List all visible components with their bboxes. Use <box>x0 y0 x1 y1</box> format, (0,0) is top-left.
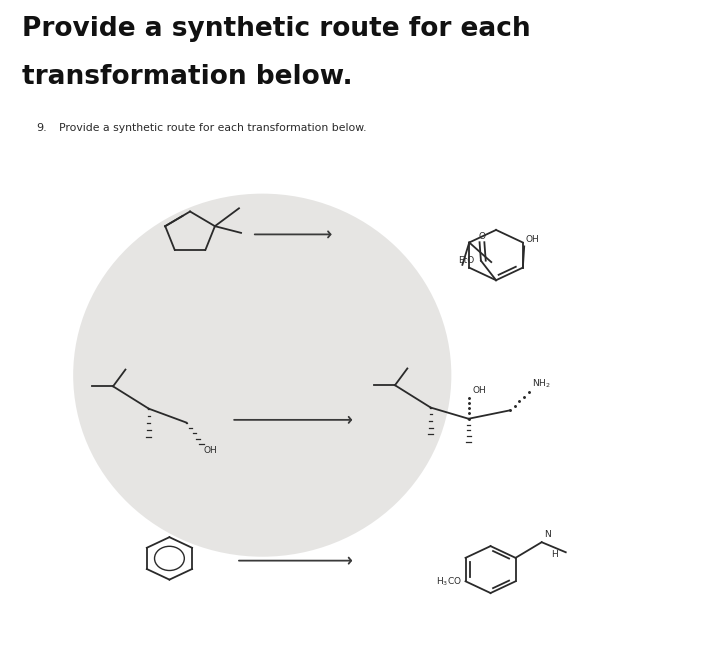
Text: OH: OH <box>472 386 487 395</box>
Text: OH: OH <box>526 235 539 244</box>
Text: Provide a synthetic route for each transformation below.: Provide a synthetic route for each trans… <box>60 122 367 132</box>
Text: 9.: 9. <box>37 122 48 132</box>
Text: transformation below.: transformation below. <box>22 64 352 90</box>
Text: OH: OH <box>204 446 217 455</box>
Text: H$_3$CO: H$_3$CO <box>436 575 462 587</box>
Ellipse shape <box>73 193 451 557</box>
Text: Provide a synthetic route for each: Provide a synthetic route for each <box>22 15 530 41</box>
Text: H: H <box>552 550 558 559</box>
Text: NH$_2$: NH$_2$ <box>532 377 550 390</box>
Text: EtO: EtO <box>458 256 474 265</box>
Text: O: O <box>479 231 486 241</box>
Text: N: N <box>544 531 552 539</box>
